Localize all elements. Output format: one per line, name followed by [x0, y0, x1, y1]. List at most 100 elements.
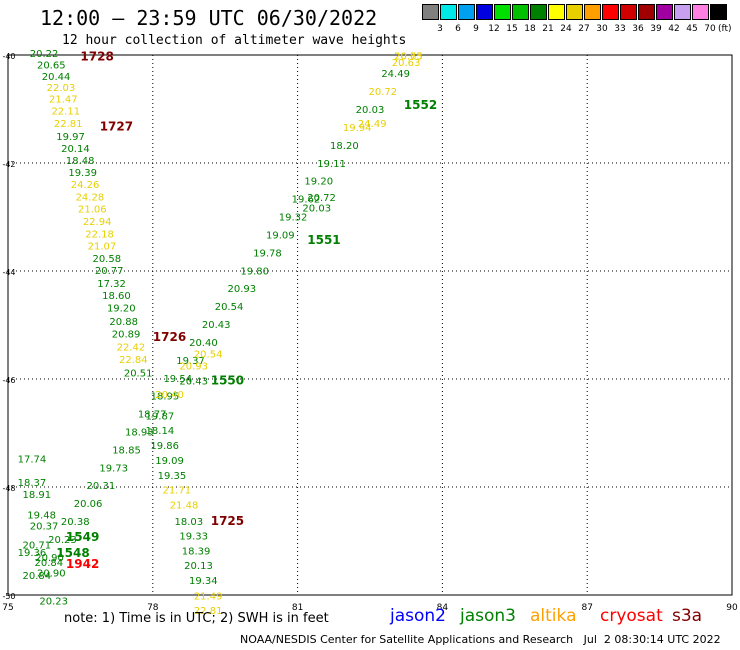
legend-label: 9: [473, 24, 479, 34]
track-value: 19.37: [176, 356, 205, 367]
legend-label: 42: [668, 24, 680, 34]
y-tick-label: -44: [2, 268, 15, 277]
wave-height-point: 20.71: [22, 541, 51, 552]
track-value: 19.73: [99, 463, 128, 474]
track-value: 19.62: [292, 195, 321, 206]
track-value: 18.95: [151, 392, 180, 403]
wave-height-point: 21.06: [78, 205, 107, 216]
wave-height-point: 19.09: [155, 456, 184, 467]
wave-height-point: 20.72: [307, 193, 336, 204]
pass-number-label: 1551: [307, 233, 340, 247]
chart-subtitle: 12 hour collection of altimeter wave hei…: [62, 33, 407, 48]
wave-height-point: 18.60: [102, 291, 131, 302]
wave-height-point: 21.07: [88, 241, 117, 252]
legend-label: 33: [614, 24, 626, 34]
wave-height-point: 22.81: [194, 606, 223, 617]
legend-swatch: [710, 4, 727, 20]
track-value: 24.49: [381, 69, 410, 80]
x-tick-label: 87: [581, 603, 592, 613]
pass-number-label: 1552: [404, 98, 437, 112]
legend-swatch: [494, 4, 511, 20]
pass-number-label: 1726: [153, 330, 186, 344]
wave-height-point: 20.75: [394, 51, 423, 62]
wave-height-point: 19.87: [146, 412, 175, 423]
wave-height-point: 19.48: [27, 510, 56, 521]
x-tick-label: 78: [147, 603, 159, 613]
wave-height-point: 19.86: [150, 441, 179, 452]
wave-height-point: 22.84: [119, 355, 148, 366]
legend-label: 15: [506, 24, 518, 34]
wave-height-point: 22.11: [51, 106, 80, 117]
legend-swatch: [530, 4, 547, 20]
pass-number-label: 1727: [100, 120, 133, 134]
track-value: 20.43: [202, 320, 231, 331]
y-tick-label: -50: [2, 592, 15, 601]
wave-height-point: 22.42: [117, 342, 146, 353]
wave-height-point: 20.22: [30, 49, 59, 60]
wave-height-point: 21.49: [194, 591, 223, 602]
y-tick-label: -48: [2, 484, 15, 493]
wave-height-point: 24.28: [76, 192, 105, 203]
units-note: note: 1) Time is in UTC; 2) SWH is in fe…: [64, 611, 329, 626]
legend-swatch: [512, 4, 529, 20]
wave-height-point: 18.03: [175, 517, 204, 528]
legend-swatch: [638, 4, 655, 20]
legend-label: 70: [704, 24, 716, 34]
track-value: 20.54: [215, 302, 244, 313]
track-value: 19.20: [304, 177, 333, 188]
wave-height-point: 18.91: [22, 490, 51, 501]
satellite-altika: altika: [530, 606, 577, 626]
track-value: 19.54: [163, 374, 192, 385]
legend-swatch: [440, 4, 457, 20]
wave-height-point: 20.37: [30, 522, 59, 533]
legend-label: 24: [560, 24, 572, 34]
legend-swatch: [584, 4, 601, 20]
satellite-cryosat: cryosat: [600, 606, 663, 626]
wave-height-point: 22.18: [85, 230, 114, 241]
track-value: 20.63: [394, 51, 423, 62]
track-value: 18.93: [125, 427, 154, 438]
track-value: 19.94: [343, 123, 372, 134]
wave-height-point: 20.77: [95, 266, 124, 277]
legend-swatch: [548, 4, 565, 20]
wave-height-point: 20.14: [61, 144, 90, 155]
wave-height-point: 22.94: [83, 217, 112, 228]
credit-line: NOAA/NESDIS Center for Satellite Applica…: [240, 633, 721, 646]
wave-height-point: 19.35: [158, 471, 187, 482]
track-value: 20.84: [22, 571, 51, 582]
satellite-jason2: jason2: [390, 606, 446, 626]
wave-height-point: 21.47: [49, 95, 78, 106]
wave-height-point: 22.81: [54, 119, 83, 130]
pass-number-label: 1550: [211, 373, 244, 387]
wave-height-point: 20.13: [184, 561, 213, 572]
wave-height-point: 21.71: [162, 485, 191, 496]
satellite-s3a: s3a: [672, 606, 703, 626]
legend-label: 39: [650, 24, 662, 34]
wave-height-point: 20.88: [109, 317, 138, 328]
wave-height-point: 20.51: [124, 368, 153, 379]
legend-swatch: [458, 4, 475, 20]
wave-height-point: 18.48: [66, 156, 95, 167]
track-value: 19.32: [279, 213, 308, 224]
wave-height-point: 20.93: [179, 361, 208, 372]
x-tick-label: 75: [2, 603, 13, 613]
y-tick-label: -46: [2, 376, 15, 385]
track-value: 19.80: [240, 266, 269, 277]
wave-height-point: 21.48: [170, 501, 199, 512]
legend-swatch: [602, 4, 619, 20]
satellite-jason3: jason3: [460, 606, 516, 626]
wave-height-point: 17.74: [18, 455, 47, 466]
wave-height-point: 19.39: [68, 168, 97, 179]
track-value: 19.78: [253, 248, 282, 259]
legend-swatch: [476, 4, 493, 20]
wave-height-point: 24.26: [71, 180, 100, 191]
legend-swatch: [692, 4, 709, 20]
wave-height-point: 20.44: [42, 72, 71, 83]
plot-frame: [7, 54, 733, 596]
pass-number-label: 1728: [80, 49, 113, 63]
track-value: 20.31: [87, 481, 116, 492]
legend-label: 21: [542, 24, 554, 34]
track-value: 20.03: [356, 105, 385, 116]
track-value: 20.93: [228, 284, 257, 295]
